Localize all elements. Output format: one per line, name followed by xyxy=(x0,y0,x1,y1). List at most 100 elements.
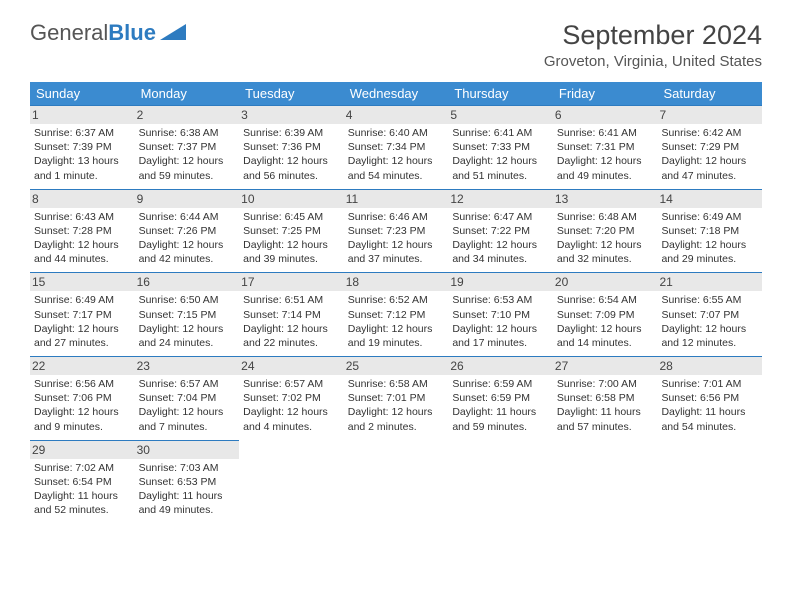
sunrise-text: Sunrise: 6:59 AM xyxy=(452,377,549,391)
calendar-cell: 15Sunrise: 6:49 AMSunset: 7:17 PMDayligh… xyxy=(30,272,135,356)
sunset-text: Sunset: 7:20 PM xyxy=(557,224,654,238)
calendar-cell-empty xyxy=(344,440,449,524)
calendar-cell: 18 Sunrise: 6:52 AMSunset: 7:12 PMDayligh… xyxy=(344,272,449,356)
day-info: Sunrise: 7:01 AMSunset: 6:56 PMDaylight:… xyxy=(661,377,758,434)
daylight-text: Daylight: 12 hours and 59 minutes. xyxy=(139,154,236,182)
day-info: Sunrise: 6:42 AMSunset: 7:29 PMDaylight:… xyxy=(661,126,758,183)
sunrise-text: Sunrise: 6:49 AM xyxy=(661,210,758,224)
calendar-cell-empty xyxy=(448,440,553,524)
dayname-header: Friday xyxy=(553,82,658,105)
calendar-cell: 23Sunrise: 6:57 AMSunset: 7:04 PMDayligh… xyxy=(135,356,240,440)
daylight-text: Daylight: 12 hours and 32 minutes. xyxy=(557,238,654,266)
daylight-text: Daylight: 12 hours and 54 minutes. xyxy=(348,154,445,182)
day-info: Sunrise: 6:51 AMSunset: 7:14 PMDaylight:… xyxy=(243,293,340,350)
day-number: 9 xyxy=(135,190,240,208)
calendar-cell: 5 Sunrise: 6:41 AMSunset: 7:33 PMDaylight… xyxy=(448,105,553,189)
calendar-weeks: 1Sunrise: 6:37 AMSunset: 7:39 PMDaylight… xyxy=(30,105,762,523)
day-number: 8 xyxy=(30,190,135,208)
sunrise-text: Sunrise: 6:44 AM xyxy=(139,210,236,224)
day-info: Sunrise: 6:52 AMSunset: 7:12 PMDaylight:… xyxy=(348,293,445,350)
sunset-text: Sunset: 6:58 PM xyxy=(557,391,654,405)
day-info: Sunrise: 6:41 AMSunset: 7:33 PMDaylight:… xyxy=(452,126,549,183)
daylight-text: Daylight: 12 hours and 14 minutes. xyxy=(557,322,654,350)
daylight-text: Daylight: 12 hours and 24 minutes. xyxy=(139,322,236,350)
calendar-week-row: 1Sunrise: 6:37 AMSunset: 7:39 PMDaylight… xyxy=(30,105,762,189)
calendar-cell: 28 Sunrise: 7:01 AMSunset: 6:56 PMDayligh… xyxy=(657,356,762,440)
sunrise-text: Sunrise: 6:41 AM xyxy=(557,126,654,140)
day-number: 25 xyxy=(344,357,449,375)
day-number: 1 xyxy=(30,106,135,124)
calendar-cell: 26 Sunrise: 6:59 AMSunset: 6:59 PMDayligh… xyxy=(448,356,553,440)
daylight-text: Daylight: 11 hours and 52 minutes. xyxy=(34,489,131,517)
daylight-text: Daylight: 12 hours and 22 minutes. xyxy=(243,322,340,350)
sunrise-text: Sunrise: 7:02 AM xyxy=(34,461,131,475)
sunset-text: Sunset: 7:28 PM xyxy=(34,224,131,238)
day-number: 13 xyxy=(553,190,658,208)
day-info: Sunrise: 6:59 AMSunset: 6:59 PMDaylight:… xyxy=(452,377,549,434)
calendar-cell: 1Sunrise: 6:37 AMSunset: 7:39 PMDaylight… xyxy=(30,105,135,189)
sunrise-text: Sunrise: 7:03 AM xyxy=(139,461,236,475)
day-number: 18 xyxy=(344,273,449,291)
sunrise-text: Sunrise: 6:56 AM xyxy=(34,377,131,391)
calendar-cell: 7Sunrise: 6:42 AMSunset: 7:29 PMDaylight… xyxy=(657,105,762,189)
day-number: 28 xyxy=(657,357,762,375)
calendar-location: Groveton, Virginia, United States xyxy=(544,53,762,70)
day-info: Sunrise: 6:55 AMSunset: 7:07 PMDaylight:… xyxy=(661,293,758,350)
sunset-text: Sunset: 7:10 PM xyxy=(452,308,549,322)
day-number: 3 xyxy=(239,106,344,124)
sunset-text: Sunset: 7:29 PM xyxy=(661,140,758,154)
day-info: Sunrise: 6:44 AMSunset: 7:26 PMDaylight:… xyxy=(139,210,236,267)
calendar-cell: 29 Sunrise: 7:02 AMSunset: 6:54 PMDayligh… xyxy=(30,440,135,524)
day-info: Sunrise: 6:57 AMSunset: 7:02 PMDaylight:… xyxy=(243,377,340,434)
daylight-text: Daylight: 11 hours and 54 minutes. xyxy=(661,405,758,433)
dayname-header: Thursday xyxy=(448,82,553,105)
daylight-text: Daylight: 12 hours and 19 minutes. xyxy=(348,322,445,350)
sunrise-text: Sunrise: 6:41 AM xyxy=(452,126,549,140)
daylight-text: Daylight: 12 hours and 4 minutes. xyxy=(243,405,340,433)
day-info: Sunrise: 6:49 AMSunset: 7:17 PMDaylight:… xyxy=(34,293,131,350)
daylight-text: Daylight: 11 hours and 59 minutes. xyxy=(452,405,549,433)
day-number: 5 xyxy=(448,106,553,124)
daylight-text: Daylight: 12 hours and 51 minutes. xyxy=(452,154,549,182)
sunrise-text: Sunrise: 6:55 AM xyxy=(661,293,758,307)
sunset-text: Sunset: 7:09 PM xyxy=(557,308,654,322)
sunrise-text: Sunrise: 6:45 AM xyxy=(243,210,340,224)
logo-triangle-icon xyxy=(160,20,186,46)
sunrise-text: Sunrise: 6:37 AM xyxy=(34,126,131,140)
dayname-header: Sunday xyxy=(30,82,135,105)
sunset-text: Sunset: 7:17 PM xyxy=(34,308,131,322)
daylight-text: Daylight: 13 hours and 1 minute. xyxy=(34,154,131,182)
sunset-text: Sunset: 7:06 PM xyxy=(34,391,131,405)
calendar-cell: 12Sunrise: 6:47 AMSunset: 7:22 PMDayligh… xyxy=(448,189,553,273)
sunset-text: Sunset: 7:31 PM xyxy=(557,140,654,154)
sunrise-text: Sunrise: 6:46 AM xyxy=(348,210,445,224)
day-number: 19 xyxy=(448,273,553,291)
brand-part2: Blue xyxy=(108,20,156,46)
sunset-text: Sunset: 7:02 PM xyxy=(243,391,340,405)
day-number: 29 xyxy=(30,441,135,459)
day-number: 23 xyxy=(135,357,240,375)
daylight-text: Daylight: 12 hours and 7 minutes. xyxy=(139,405,236,433)
day-number: 26 xyxy=(448,357,553,375)
day-number: 14 xyxy=(657,190,762,208)
sunset-text: Sunset: 6:54 PM xyxy=(34,475,131,489)
day-number: 17 xyxy=(239,273,344,291)
title-area: September 2024 Groveton, Virginia, Unite… xyxy=(544,20,762,70)
calendar-cell: 22Sunrise: 6:56 AMSunset: 7:06 PMDayligh… xyxy=(30,356,135,440)
day-info: Sunrise: 6:54 AMSunset: 7:09 PMDaylight:… xyxy=(557,293,654,350)
daylight-text: Daylight: 12 hours and 29 minutes. xyxy=(661,238,758,266)
daylight-text: Daylight: 12 hours and 39 minutes. xyxy=(243,238,340,266)
sunset-text: Sunset: 7:01 PM xyxy=(348,391,445,405)
daylight-text: Daylight: 12 hours and 56 minutes. xyxy=(243,154,340,182)
brand-logo: GeneralBlue xyxy=(30,20,186,46)
day-number: 12 xyxy=(448,190,553,208)
calendar-cell: 3Sunrise: 6:39 AMSunset: 7:36 PMDaylight… xyxy=(239,105,344,189)
day-number: 22 xyxy=(30,357,135,375)
daylight-text: Daylight: 12 hours and 17 minutes. xyxy=(452,322,549,350)
sunset-text: Sunset: 7:07 PM xyxy=(661,308,758,322)
daylight-text: Daylight: 12 hours and 42 minutes. xyxy=(139,238,236,266)
brand-part1: General xyxy=(30,20,108,46)
sunrise-text: Sunrise: 6:58 AM xyxy=(348,377,445,391)
calendar-cell: 14Sunrise: 6:49 AMSunset: 7:18 PMDayligh… xyxy=(657,189,762,273)
sunrise-text: Sunrise: 6:40 AM xyxy=(348,126,445,140)
